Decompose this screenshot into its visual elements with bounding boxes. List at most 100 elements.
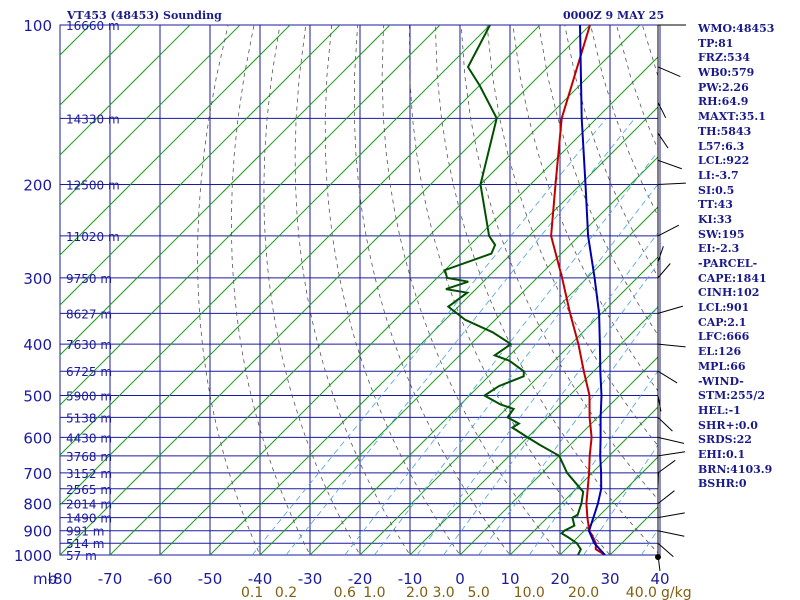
stability-indices-panel: WMO:48453 TP:81 FRZ:534 WB0:579 PW:2.26 RH:64… [698, 22, 798, 492]
temperature-tick-label: 10 [500, 570, 519, 588]
isotherm-line [359, 256, 658, 555]
temperature-trace [550, 25, 606, 555]
wind-barb [657, 451, 686, 457]
mixing-ratio-line [374, 183, 658, 555]
isotherm-line [60, 25, 391, 356]
temperature-tick-label: -30 [298, 570, 323, 588]
wind-barb [657, 459, 676, 474]
temperature-tick-label: 40 [650, 570, 669, 588]
height-label: 12500 m [66, 179, 120, 193]
wind-barb [657, 182, 686, 186]
mixing-ratio-label: 0.2 [275, 585, 297, 600]
wind-barb [657, 370, 678, 384]
index-item: EI:-2.3 [698, 242, 740, 256]
dry-adiabat-line [409, 25, 611, 555]
index-item: HEL:-1 [698, 403, 741, 417]
dewpoint-trace [443, 25, 585, 555]
pressure-tick-label: 1000 [14, 547, 52, 565]
isotherm-line [459, 356, 658, 555]
index-item: MAXT:35.1 [698, 110, 766, 124]
index-item: CINH:102 [698, 286, 760, 300]
dry-adiabat-line [294, 25, 411, 555]
mixing-ratio-label: 0.6 [334, 585, 356, 600]
parcel-trace [579, 25, 606, 555]
index-item: CAPE:1841 [698, 271, 767, 285]
index-item: SI:0.5 [698, 183, 735, 197]
wind-barbs [655, 24, 686, 572]
dry-adiabat-line [381, 25, 561, 555]
height-label: 11020 m [66, 230, 120, 244]
isotherm-line [109, 25, 641, 555]
isotherm-line [60, 25, 541, 506]
height-label: 57 m [66, 549, 97, 563]
mixing-ratio-unit: g/kg [661, 585, 692, 600]
temperature-tick-label: 20 [550, 570, 569, 588]
isotherm-line [60, 25, 191, 156]
height-label: 3152 m [66, 467, 112, 481]
dry-adiabat-line [263, 25, 361, 555]
temperature-tick-label: -60 [148, 570, 173, 588]
index-item: EL:126 [698, 345, 742, 359]
isotherm-line [559, 456, 658, 555]
height-label: 6725 m [66, 365, 112, 379]
dry-adiabat-line [434, 25, 658, 554]
pressure-tick-label: 600 [23, 429, 52, 447]
index-item: LCL:901 [698, 301, 750, 315]
isotherm-line [509, 406, 658, 555]
index-item: EHI:0.1 [698, 447, 746, 461]
wind-barb [657, 224, 680, 237]
pressure-tick-label: 400 [23, 336, 52, 354]
dry-adiabat-line [564, 25, 658, 278]
mixing-ratio-label: 1.0 [363, 585, 385, 600]
height-label: 4430 m [66, 431, 112, 445]
index-item: KI:33 [698, 212, 733, 226]
isotherm-line [209, 106, 658, 555]
mixing-ratio-lines [251, 118, 658, 555]
mixing-ratio-label: 10.0 [514, 585, 545, 600]
height-label: 2014 m [66, 498, 112, 512]
pressure-tick-label: 800 [23, 496, 52, 514]
temperature-tick-label: 0 [455, 570, 465, 588]
height-label: 3768 m [66, 450, 112, 464]
index-item: L57:6.3 [698, 139, 745, 153]
wind-barb [657, 66, 681, 78]
isotherm-line [60, 25, 491, 456]
isotherm-line [409, 306, 658, 555]
dry-adiabat-line [460, 25, 658, 501]
isotherm-line [60, 25, 141, 106]
wind-barb [657, 102, 667, 119]
index-item: WB0:579 [698, 66, 755, 80]
height-label: 2565 m [66, 483, 112, 497]
index-item: SHR+:0.0 [698, 418, 758, 432]
pressure-tick-label: 200 [23, 177, 52, 195]
height-label: 7630 m [66, 338, 112, 352]
mixing-ratio-label: 2.0 [406, 585, 428, 600]
wind-barb [657, 530, 685, 537]
wind-barb [657, 436, 685, 444]
temperature-tick-label: -70 [98, 570, 123, 588]
height-label: 1490 m [66, 512, 112, 526]
temperature-tick-label: 30 [600, 570, 619, 588]
pressure-tick-label: 300 [23, 270, 52, 288]
index-item: PW:2.26 [698, 80, 749, 94]
index-item: RH:64.9 [698, 95, 749, 109]
mixing-ratio-line [443, 263, 658, 555]
height-label: 8627 m [66, 307, 112, 321]
mixing-ratio-line [251, 118, 607, 555]
pressure-tick-label: 500 [23, 387, 52, 405]
index-item: LI:-3.7 [698, 168, 739, 182]
sounding-traces [443, 25, 606, 555]
valid-time: 0000Z 9 MAY 25 [563, 9, 665, 22]
isotherm-line [60, 25, 441, 406]
height-label: 514 m [66, 537, 104, 551]
isotherm-line [259, 156, 658, 555]
height-label: 9750 m [66, 272, 112, 286]
temperature-tick-label: -20 [348, 570, 373, 588]
index-item: SW:195 [698, 227, 745, 241]
height-label: 991 m [66, 525, 104, 539]
isotherm-lines [60, 25, 658, 555]
mixing-ratio-line [416, 232, 658, 555]
index-item: TH:5843 [698, 124, 752, 138]
index-item: -WIND- [698, 374, 744, 388]
